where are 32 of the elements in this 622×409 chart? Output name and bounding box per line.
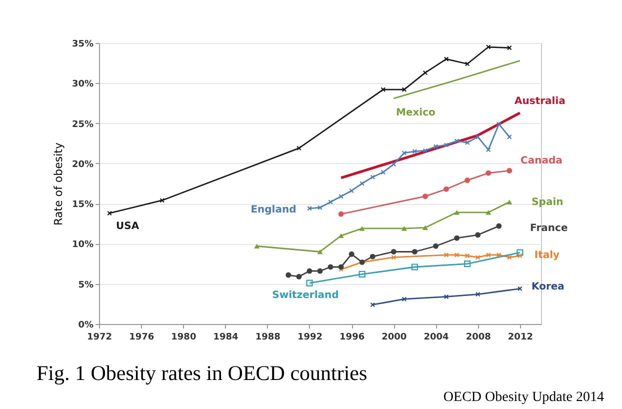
text: France bbox=[530, 223, 568, 234]
x-tick-label: 2012 bbox=[508, 332, 533, 342]
x-tick-label: 2000 bbox=[382, 332, 407, 342]
y-tick-label: 10% bbox=[72, 240, 94, 250]
y-tick-label: 35% bbox=[72, 40, 94, 50]
x-tick-label: 1976 bbox=[129, 332, 154, 342]
text: OECD Obesity Update 2014 bbox=[443, 390, 604, 406]
y-tick-label: 15% bbox=[72, 200, 94, 210]
x-tick-label: 2008 bbox=[466, 332, 491, 342]
x-tick-label: 1996 bbox=[340, 332, 365, 342]
series-label: Australia bbox=[514, 96, 566, 107]
x-tick-label: 1984 bbox=[213, 332, 238, 342]
x-tick-label: 1992 bbox=[297, 332, 323, 342]
series-label: Switzerland bbox=[272, 290, 339, 302]
series-label: USA bbox=[116, 221, 140, 232]
y-tick-label: 25% bbox=[72, 120, 94, 130]
series-label: England bbox=[250, 204, 296, 216]
y-tick-label: 5% bbox=[78, 280, 94, 290]
x-tick-label: 1988 bbox=[255, 332, 280, 342]
y-tick-label: 20% bbox=[72, 160, 94, 170]
y-axis-title: Rate of obesity bbox=[52, 142, 65, 226]
x-tick-label: 1972 bbox=[86, 332, 112, 342]
text: Fig. 1 Obesity rates in OECD countries bbox=[36, 361, 368, 385]
series-label: Mexico bbox=[396, 107, 436, 118]
x-tick-label: 2004 bbox=[424, 332, 449, 342]
x-tick-label: 1980 bbox=[171, 332, 196, 342]
series-label: Canada bbox=[520, 156, 562, 167]
y-tick-label: 0% bbox=[78, 320, 94, 330]
y-tick-label: 30% bbox=[72, 80, 94, 90]
series-label: Spain bbox=[532, 196, 564, 208]
series-label: Korea bbox=[532, 282, 564, 293]
series-label: Italy bbox=[534, 250, 560, 261]
